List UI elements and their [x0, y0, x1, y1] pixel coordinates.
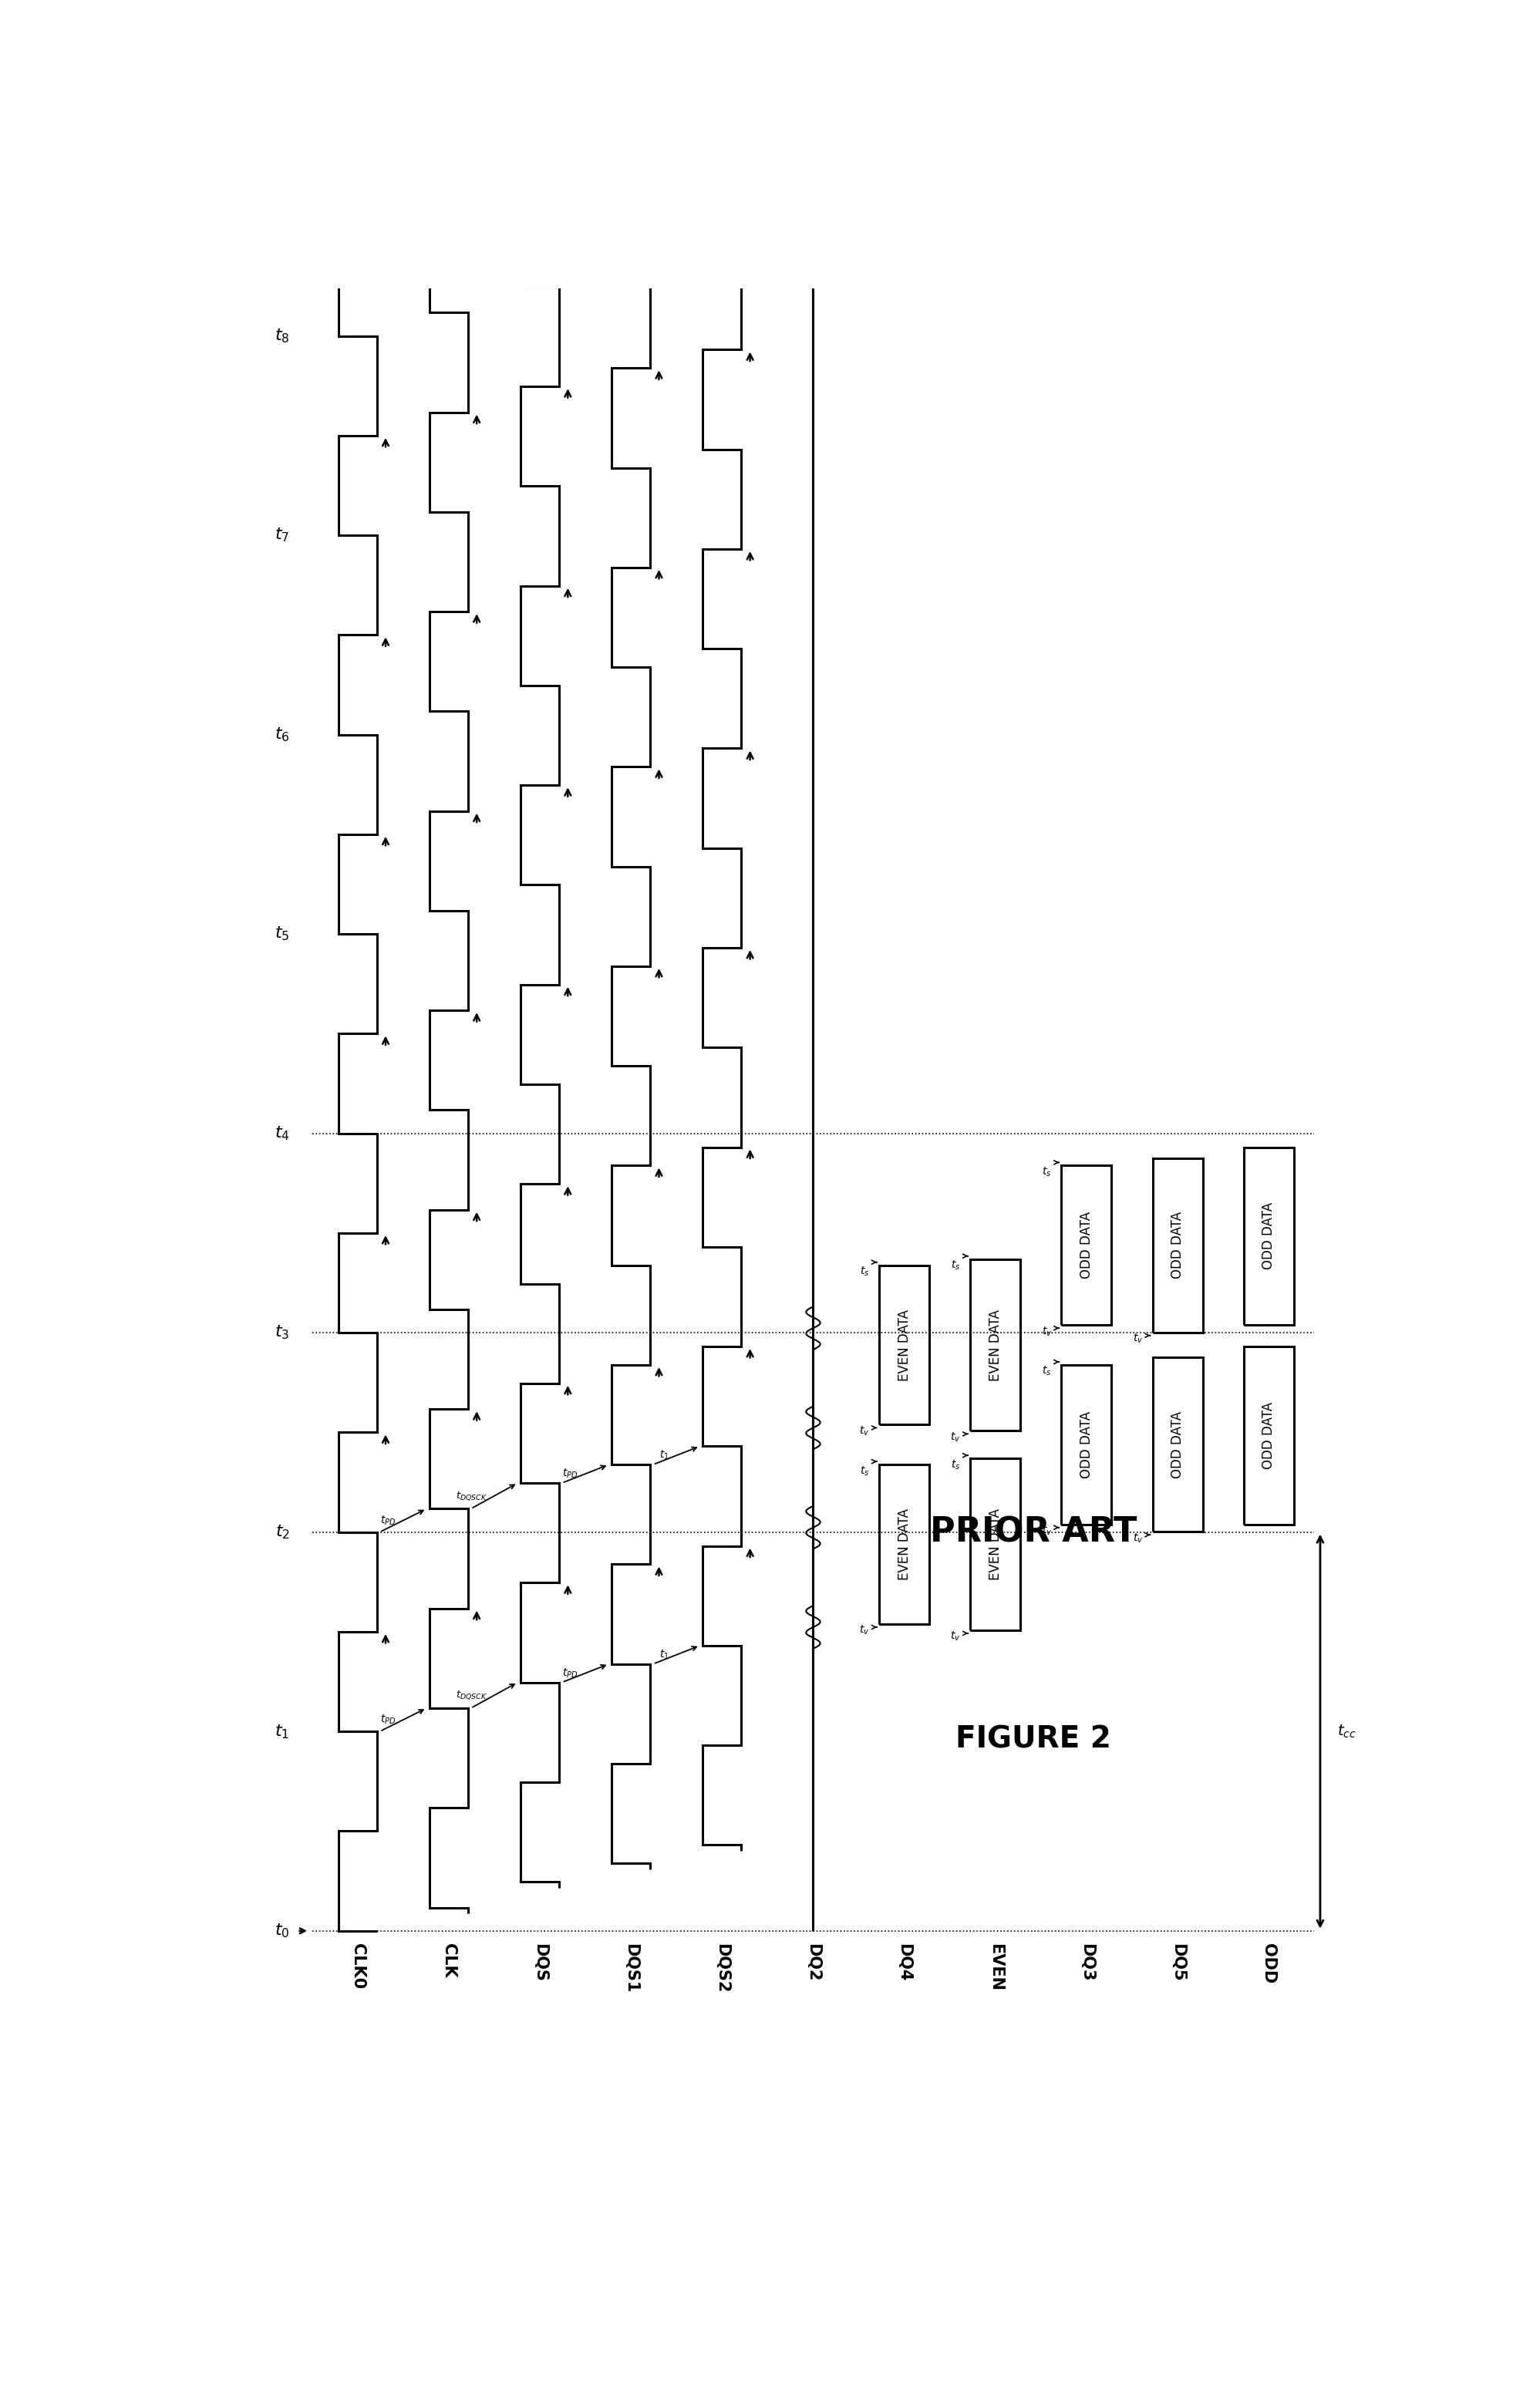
Text: $t_{PD}$: $t_{PD}$ — [380, 1514, 396, 1526]
Text: $t_s$: $t_s$ — [1043, 1165, 1052, 1177]
Text: DQS: DQS — [533, 1944, 548, 1982]
Text: DQ4: DQ4 — [896, 1944, 912, 1980]
Text: $t_3$: $t_3$ — [274, 1324, 290, 1341]
Text: $t_7$: $t_7$ — [274, 526, 290, 543]
Text: ODD DATA: ODD DATA — [1170, 1211, 1184, 1278]
Text: $t_{DQSCK}$: $t_{DQSCK}$ — [456, 1490, 487, 1502]
Text: $t_5$: $t_5$ — [274, 925, 290, 942]
Text: $t_{DQSCK}$: $t_{DQSCK}$ — [456, 1689, 487, 1701]
Text: $t_1$: $t_1$ — [659, 1648, 670, 1660]
Text: EVEN: EVEN — [987, 1944, 1003, 1992]
Text: DQS2: DQS2 — [715, 1944, 730, 1992]
Text: ODD DATA: ODD DATA — [1080, 1211, 1093, 1278]
Text: $t_s$: $t_s$ — [950, 1459, 961, 1471]
Text: $t_v$: $t_v$ — [859, 1624, 870, 1636]
Text: PRIOR ART: PRIOR ART — [930, 1516, 1137, 1548]
Text: $t_s$: $t_s$ — [859, 1463, 869, 1478]
Text: EVEN DATA: EVEN DATA — [989, 1310, 1003, 1382]
Text: ODD: ODD — [1261, 1944, 1277, 1982]
Text: $t_s$: $t_s$ — [950, 1259, 961, 1271]
Text: ODD DATA: ODD DATA — [1080, 1411, 1093, 1478]
Text: $t_1$: $t_1$ — [659, 1449, 670, 1461]
Text: $t_s$: $t_s$ — [1043, 1365, 1052, 1377]
Text: ODD DATA: ODD DATA — [1261, 1202, 1275, 1269]
Text: DQS1: DQS1 — [624, 1944, 639, 1992]
Text: $t_6$: $t_6$ — [274, 726, 290, 743]
Text: DQ5: DQ5 — [1170, 1944, 1186, 1982]
Text: $t_2$: $t_2$ — [276, 1524, 290, 1540]
Text: DQ2: DQ2 — [805, 1944, 821, 1980]
Text: EVEN DATA: EVEN DATA — [898, 1310, 912, 1382]
Text: $t_v$: $t_v$ — [1133, 1331, 1143, 1346]
Text: $t_{PD}$: $t_{PD}$ — [562, 1668, 578, 1680]
Text: $t_v$: $t_v$ — [1041, 1324, 1052, 1338]
Text: $t_0$: $t_0$ — [274, 1922, 290, 1939]
Text: $t_v$: $t_v$ — [859, 1425, 870, 1437]
Text: DQ3: DQ3 — [1080, 1944, 1095, 1980]
Text: $t_s$: $t_s$ — [859, 1266, 869, 1278]
Text: EVEN DATA: EVEN DATA — [989, 1509, 1003, 1581]
Text: $t_v$: $t_v$ — [1133, 1531, 1143, 1545]
Text: $t_v$: $t_v$ — [950, 1430, 961, 1444]
Text: $t_{PD}$: $t_{PD}$ — [380, 1713, 396, 1725]
Text: CLK0: CLK0 — [350, 1944, 365, 1990]
Text: $t_v$: $t_v$ — [1041, 1524, 1052, 1538]
Text: $t_{cc}$: $t_{cc}$ — [1337, 1723, 1357, 1740]
Text: $t_v$: $t_v$ — [950, 1629, 961, 1644]
Text: FIGURE 2: FIGURE 2 — [956, 1725, 1112, 1754]
Text: EVEN DATA: EVEN DATA — [898, 1509, 912, 1581]
Text: $t_4$: $t_4$ — [274, 1125, 290, 1141]
Text: $t_8$: $t_8$ — [274, 327, 290, 344]
Text: $t_{PD}$: $t_{PD}$ — [562, 1468, 578, 1480]
Text: ODD DATA: ODD DATA — [1170, 1411, 1184, 1478]
Text: $t_1$: $t_1$ — [274, 1723, 290, 1740]
Text: ODD DATA: ODD DATA — [1261, 1401, 1275, 1468]
Text: CLK: CLK — [440, 1944, 456, 1978]
